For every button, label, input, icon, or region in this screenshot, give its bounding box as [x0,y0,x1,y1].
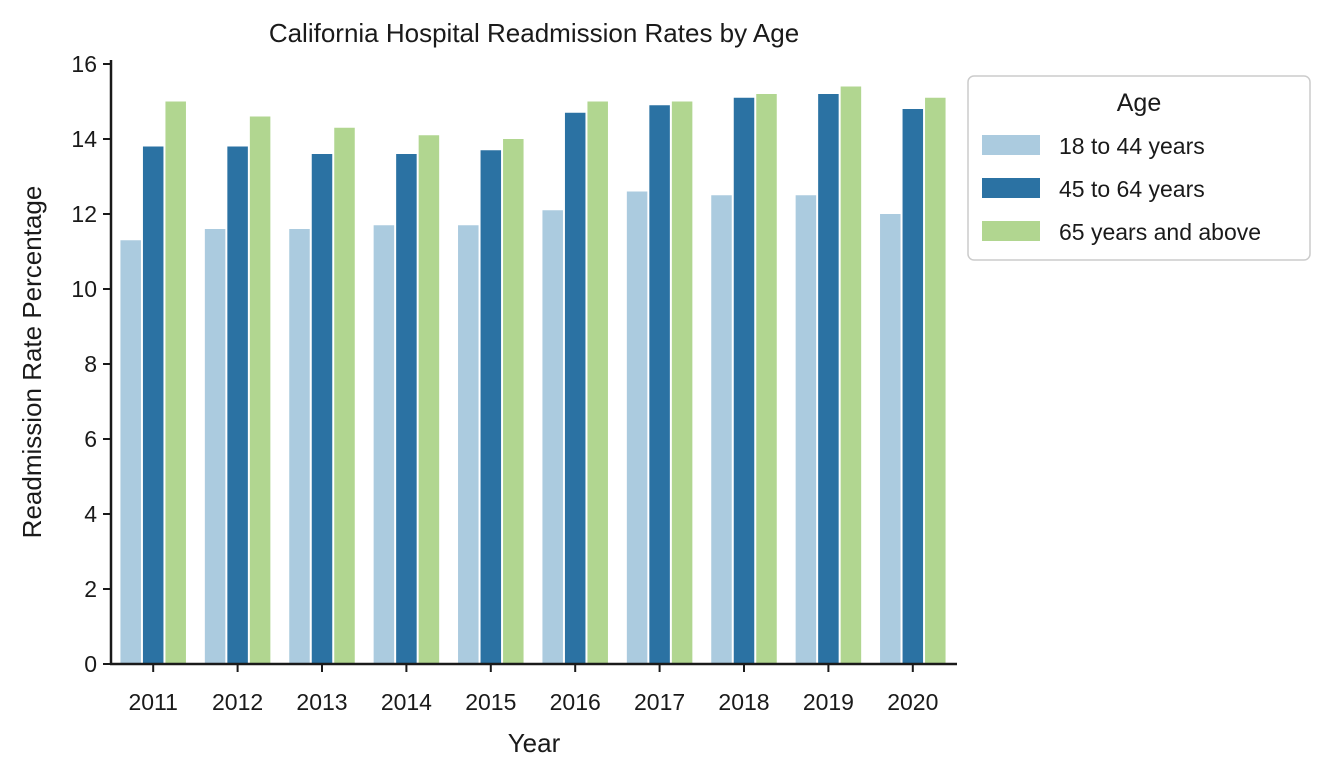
legend-swatch [982,135,1040,155]
x-tick-label: 2015 [465,689,516,715]
x-tick-label: 2019 [803,689,854,715]
bar-2012-0 [204,229,226,664]
bar-2020-0 [880,214,901,664]
x-axis-title: Year [508,728,561,758]
x-tick-label: 2012 [212,689,263,715]
bar-2011-1 [142,146,164,664]
bar-2011-0 [120,240,141,664]
bar-2014-2 [418,135,440,664]
legend-frame [967,75,1311,261]
bar-2015-0 [458,225,479,664]
legend-label: 18 to 44 years [1059,133,1205,159]
bar-2018-0 [711,195,732,664]
bar-2013-1 [311,154,333,664]
bar-2013-0 [289,229,310,664]
legend-label: 45 to 64 years [1059,176,1205,202]
bar-2019-0 [795,195,817,664]
bar-2019-2 [840,86,862,664]
bar-2011-2 [165,101,186,664]
bar-2015-1 [480,150,502,664]
x-tick-label: 2017 [634,689,685,715]
bar-2017-0 [626,191,648,664]
bar-2012-2 [249,116,271,664]
x-axis-ticks: 2011 2012 2013 2014 2015 2016 2017 2018 2019 2020 [128,664,938,715]
bar-2017-1 [649,105,670,664]
x-tick-label: 2016 [550,689,601,715]
y-tick-label: 2 [84,576,97,602]
y-tick-label: 16 [71,51,97,77]
bar-2014-1 [396,154,417,664]
x-tick-label: 2011 [128,689,177,715]
bar-2018-2 [756,94,777,664]
bars-group [120,86,946,664]
x-tick-label: 2013 [296,689,347,715]
y-tick-label: 8 [84,351,97,377]
legend-title: Age [1117,89,1161,117]
bar-2020-2 [925,97,946,664]
bar-2015-2 [503,139,524,664]
y-axis-title: Readmission Rate Percentage [17,186,47,539]
legend-swatch [982,178,1040,198]
bar-2019-1 [818,94,839,664]
y-tick-label: 12 [71,201,97,227]
y-tick-label: 4 [84,501,97,527]
y-tick-label: 10 [71,276,97,302]
x-tick-label: 2014 [381,689,432,715]
chart-title: California Hospital Readmission Rates by… [269,18,799,48]
bar-2014-0 [373,225,395,664]
legend-swatch [982,221,1040,241]
x-tick-label: 2018 [718,689,769,715]
y-tick-label: 0 [84,651,97,677]
bar-2016-2 [587,101,608,664]
bar-2016-1 [564,112,586,664]
y-axis-ticks: 0 2 4 6 8 10 12 14 16 [71,51,111,677]
y-tick-label: 6 [84,426,97,452]
bar-2020-1 [902,109,924,664]
x-tick-label: 2020 [887,689,938,715]
legend: Age 18 to 44 years 45 to 64 years 65 years… [967,75,1311,261]
y-tick-label: 14 [71,126,97,152]
bar-2018-1 [733,97,755,664]
bar-2016-0 [542,210,563,664]
legend-label: 65 years and above [1059,219,1261,245]
bar-2012-1 [227,146,248,664]
bar-2013-2 [334,127,355,664]
bar-2017-2 [671,101,693,664]
